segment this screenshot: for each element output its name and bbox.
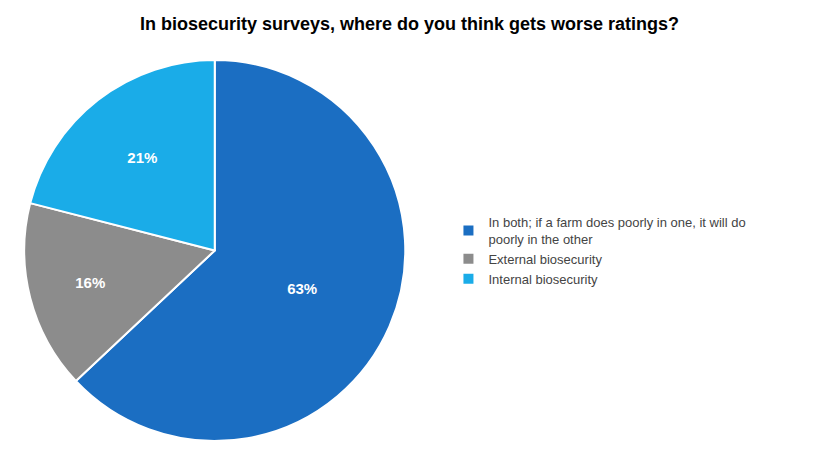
svg-text:In biosecurity surveys, where: In biosecurity surveys, where do you thi… (140, 14, 679, 34)
svg-text:In both; if a farm does poorly: In both; if a farm does poorly in one, i… (488, 215, 745, 247)
svg-text:63%: 63% (287, 280, 317, 297)
svg-text:16%: 16% (75, 274, 105, 291)
svg-text:21%: 21% (127, 149, 157, 166)
svg-text:External biosecurity: External biosecurity (488, 252, 602, 267)
svg-text:Internal biosecurity: Internal biosecurity (488, 272, 598, 287)
